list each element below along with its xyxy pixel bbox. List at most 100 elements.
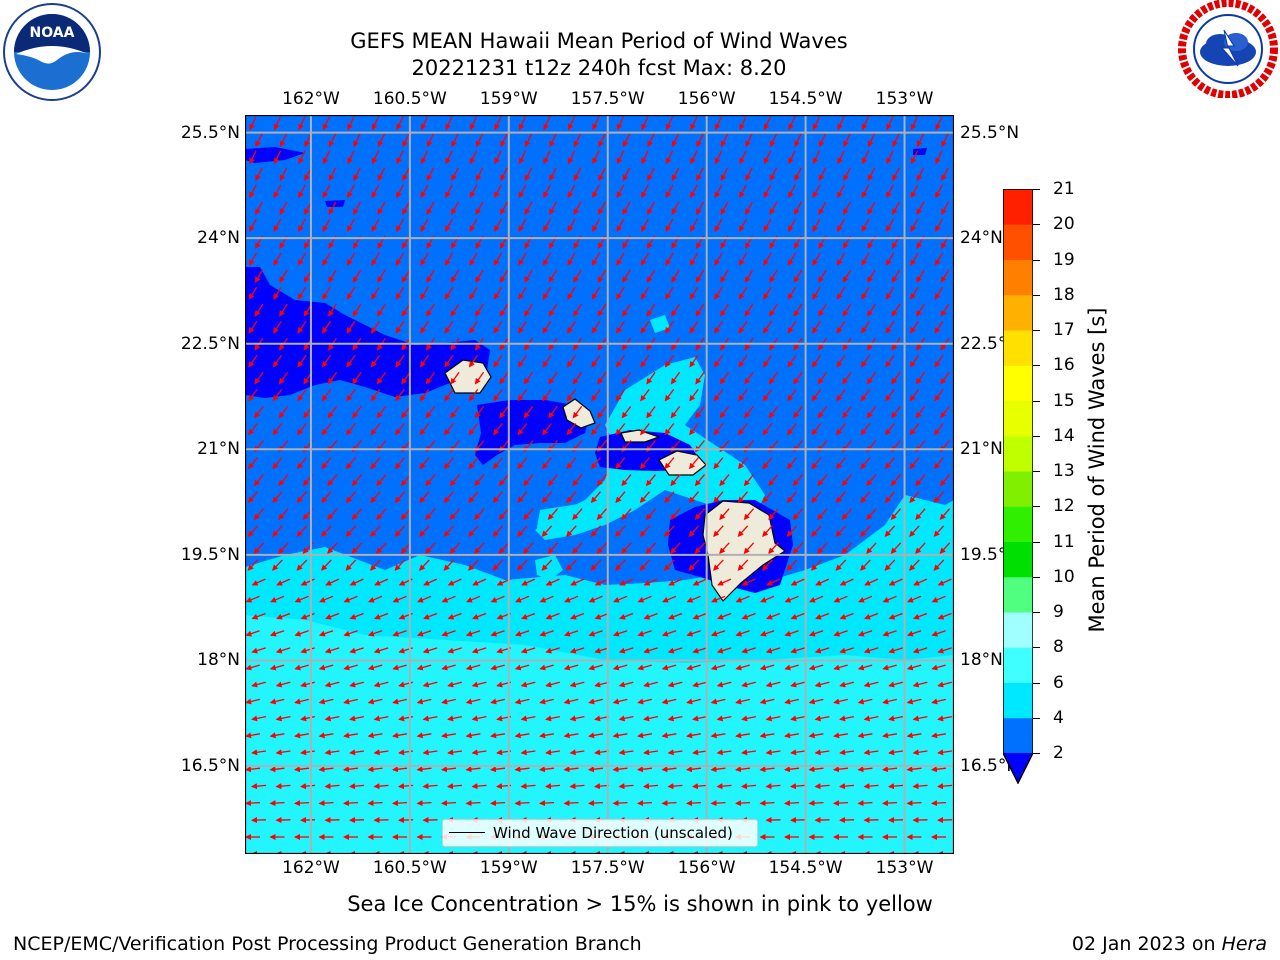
wind-wave-arrow [278,542,289,554]
wind-wave-arrow [863,715,879,722]
wind-wave-arrow [465,800,481,807]
wind-wave-arrow [542,354,552,368]
wind-wave-arrow [590,525,602,537]
wind-wave-arrow [352,406,362,419]
wind-wave-arrow [885,320,895,334]
wind-wave-arrow [940,406,950,419]
wind-wave-arrow [547,474,558,487]
wind-wave-arrow [345,559,357,571]
wind-wave-arrow [300,647,315,654]
wind-wave-arrow [885,389,895,402]
wind-wave-arrow [441,800,457,807]
wind-wave-arrow [523,508,534,521]
wind-wave-arrow [245,664,260,671]
wind-wave-arrow [613,595,628,603]
wind-wave-arrow [370,525,381,537]
wind-wave-arrow [787,320,797,334]
wind-wave-arrow [616,286,625,300]
wind-wave-arrow [276,578,291,586]
wind-wave-arrow [279,269,288,283]
wind-wave-arrow [425,474,436,487]
wind-wave-arrow [376,371,387,385]
wind-wave-arrow [916,303,925,317]
wind-wave-arrow [474,474,485,487]
wind-wave-arrow [744,269,754,283]
wind-wave-arrow [249,184,257,199]
wind-wave-arrow [279,303,288,317]
wind-wave-arrow [392,595,407,603]
lat-tick-label: 18°N [197,650,240,671]
colorbar-tick-label: 4 [1053,707,1064,728]
wind-wave-arrow [646,303,656,317]
wind-wave-arrow [518,286,527,300]
wind-wave-arrow [370,423,381,436]
wind-wave-arrow [248,389,258,402]
wind-wave-arrow [719,371,730,385]
wind-wave-arrow [592,150,600,165]
wind-wave-arrow [278,406,289,419]
colorbar-segment [1003,717,1033,754]
wind-wave-arrow [637,630,652,637]
wind-wave-arrow [490,630,505,637]
wind-wave-arrow [737,559,749,571]
wind-wave-arrow [886,150,894,165]
lat-tick-label: 16.5°N [180,756,240,777]
wind-wave-arrow [500,201,508,215]
wind-wave-arrow [762,423,773,436]
wind-wave-arrow [890,542,902,554]
wind-wave-arrow [493,252,503,266]
wind-wave-arrow [346,286,356,300]
wind-wave-arrow [327,542,338,554]
colorbar-tick-mark [1033,647,1040,649]
wind-wave-arrow [373,681,389,688]
wind-wave-arrow [563,698,579,705]
wind-wave-arrow [523,474,534,487]
wind-wave-arrow [941,201,949,215]
wind-wave-arrow [474,406,485,419]
wind-wave-arrow [541,525,553,537]
wind-wave-arrow [419,457,430,470]
wind-wave-arrow [790,715,806,722]
wind-wave-arrow [916,167,925,182]
wind-wave-arrow [643,612,658,620]
wind-wave-arrow [843,201,851,215]
wind-wave-arrow [422,681,438,688]
wind-wave-arrow [573,133,582,148]
wind-wave-arrow [514,664,530,671]
wind-wave-arrow [937,612,952,620]
wind-wave-arrow [594,578,609,586]
colorbar-tick-mark [1033,224,1040,226]
wind-wave-arrow [612,630,628,637]
wind-wave-arrow [493,423,503,436]
wind-wave-arrow [864,612,879,620]
wind-wave-arrow [447,715,463,722]
wind-wave-arrow [541,457,552,470]
wind-wave-arrow [741,578,756,586]
wind-wave-arrow [245,630,260,637]
wind-wave-arrow [426,201,435,215]
wind-wave-arrow [347,218,355,232]
colorbar-tick-label: 16 [1053,355,1075,376]
wind-wave-arrow [866,406,877,419]
wind-wave-arrow [860,491,871,504]
wind-wave-arrow [474,542,485,554]
legend-label: Wind Wave Direction (unscaled) [493,824,733,842]
wind-wave-arrow [612,698,628,705]
wind-wave-arrow [639,491,650,504]
wind-wave-arrow [254,406,264,419]
wind-wave-arrow [888,578,903,586]
wind-wave-arrow [588,664,603,671]
wind-wave-arrow [401,269,411,283]
wind-wave-arrow [469,184,478,199]
wind-wave-arrow [885,252,895,266]
wind-wave-arrow [812,286,821,300]
wind-wave-arrow [910,252,919,266]
wind-wave-arrow [891,269,901,283]
wind-wave-arrow [426,133,435,148]
wind-wave-arrow [376,406,387,419]
wind-wave-arrow [615,457,626,470]
wind-wave-arrow [248,252,258,266]
wind-wave-arrow [377,201,386,215]
wind-wave-arrow [597,406,607,419]
wind-wave-arrow [784,664,799,671]
